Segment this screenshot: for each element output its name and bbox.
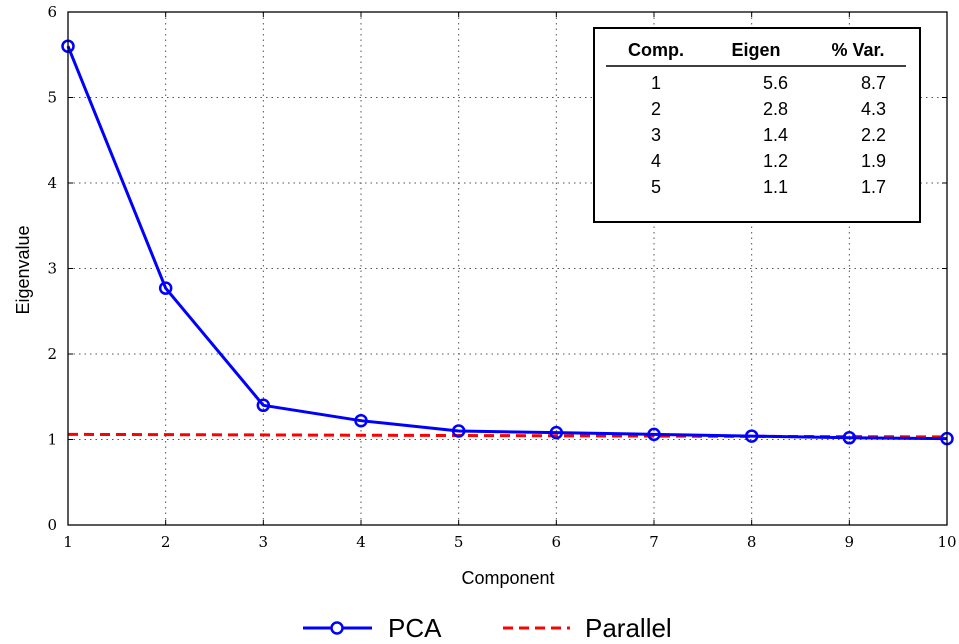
series-pca-point bbox=[549, 425, 564, 440]
x-tick-label: 10 bbox=[937, 533, 956, 551]
table-cell: 1.2 bbox=[763, 151, 788, 171]
legend: PCA Parallel bbox=[303, 613, 672, 643]
table-frame bbox=[593, 27, 921, 223]
legend-pca-marker bbox=[330, 621, 344, 635]
x-tick-label: 8 bbox=[747, 533, 757, 551]
data-table: Comp. Eigen % Var. 1 5.6 8.7 2 2.8 4.3 3 1.4 2.2 4 1.… bbox=[593, 27, 921, 223]
table-cell: 4.3 bbox=[861, 99, 886, 119]
legend-parallel-label: Parallel bbox=[585, 613, 672, 643]
y-tick-label: 3 bbox=[47, 260, 57, 278]
x-tick-label: 9 bbox=[845, 533, 855, 551]
series-pca-point bbox=[647, 427, 661, 442]
series-parallel-line bbox=[67, 432, 948, 439]
x-axis-title: Component bbox=[461, 568, 554, 588]
table-cell: 8.7 bbox=[861, 73, 886, 93]
y-tick-label: 6 bbox=[47, 3, 57, 21]
legend-pca-label: PCA bbox=[388, 613, 442, 643]
x-tick-label: 5 bbox=[454, 533, 464, 551]
y-tick-label: 0 bbox=[47, 516, 57, 534]
y-tick-label: 4 bbox=[47, 174, 57, 192]
table-cell: 2.8 bbox=[763, 99, 788, 119]
series-pca-point bbox=[158, 281, 173, 295]
table-cell: 1.9 bbox=[861, 151, 886, 171]
x-tick-label: 2 bbox=[161, 533, 171, 551]
series-pca-line bbox=[66, 45, 948, 441]
table-cell: 5.6 bbox=[763, 73, 788, 93]
table-cell: 1.4 bbox=[763, 125, 788, 145]
x-tick-label: 3 bbox=[259, 533, 269, 551]
x-tick-label: 1 bbox=[63, 533, 73, 551]
table-cell: 3 bbox=[651, 125, 661, 145]
x-tick-label: 7 bbox=[649, 533, 659, 551]
x-tick-label: 4 bbox=[356, 533, 366, 551]
y-axis-title: Eigenvalue bbox=[13, 225, 33, 314]
x-tick-label: 6 bbox=[552, 533, 562, 551]
series-pca-point bbox=[842, 431, 857, 445]
table-header: Eigen bbox=[731, 40, 780, 60]
table-cell: 2.2 bbox=[861, 125, 886, 145]
table-cell: 4 bbox=[651, 151, 661, 171]
table-cell: 2 bbox=[651, 99, 661, 119]
series-pca-point bbox=[451, 424, 466, 438]
table-header: Comp. bbox=[628, 40, 684, 60]
table-cell: 1.1 bbox=[763, 177, 788, 197]
table-cell: 5 bbox=[651, 177, 661, 197]
table-cell: 1 bbox=[651, 73, 661, 93]
series-pca-point bbox=[256, 398, 271, 413]
table-cell: 1.7 bbox=[861, 177, 886, 197]
table-header: % Var. bbox=[831, 40, 884, 60]
y-tick-label: 5 bbox=[47, 89, 57, 107]
y-tick-label: 2 bbox=[47, 345, 57, 363]
y-tick-label: 1 bbox=[47, 431, 57, 449]
series-layer bbox=[61, 39, 954, 446]
series-pca-point bbox=[744, 429, 759, 443]
series-pca-point bbox=[354, 413, 368, 428]
